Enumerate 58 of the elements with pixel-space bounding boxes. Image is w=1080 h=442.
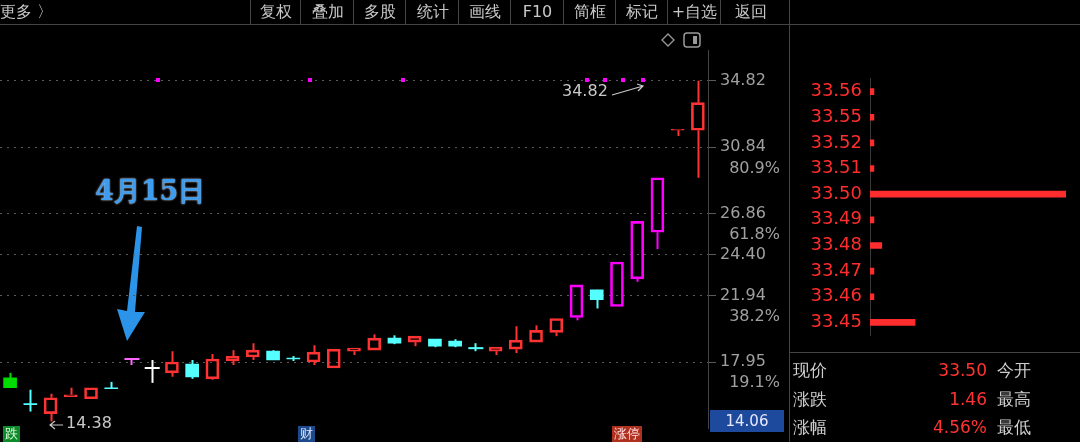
y-tick-label: 33.56	[810, 79, 862, 101]
text: 更多 〉	[0, 1, 54, 23]
bar	[870, 88, 875, 95]
annotation: 14.38	[66, 413, 112, 432]
text: 统计	[405, 0, 459, 24]
y-tick-label: 30.84	[720, 136, 766, 156]
text: 简框	[563, 0, 616, 24]
candlestick	[589, 288, 604, 310]
text: 1.46	[949, 387, 987, 411]
bar	[870, 113, 875, 121]
y-tick-label: 24.40	[720, 243, 766, 263]
text: 4.56%	[932, 416, 987, 439]
bar	[870, 242, 883, 249]
text: +自选	[667, 0, 721, 24]
bar	[870, 165, 875, 172]
text: 现价	[793, 359, 827, 382]
text: 复权	[250, 0, 301, 24]
y-tick-label: 33.46	[810, 284, 862, 306]
annotation: 跌	[3, 426, 20, 442]
annotation: 涨停	[612, 426, 642, 442]
y-tick-label: 17.95	[720, 351, 766, 371]
y-tick-label: 33.48	[810, 233, 862, 255]
y-tick-label: 33.51	[810, 156, 862, 178]
y-tick-label: 33.45	[810, 310, 862, 332]
y2-tick-label: 61.8%	[729, 224, 780, 244]
text: 涨跌	[793, 387, 827, 411]
candlestick	[185, 359, 199, 380]
text: 涨幅	[793, 416, 827, 439]
bar	[870, 190, 1066, 198]
y-tick-label: 26.86	[720, 202, 766, 222]
y-tick-label: 33.55	[810, 104, 862, 126]
text: 画线	[458, 0, 511, 24]
y2-tick-label: 80.9%	[729, 157, 780, 177]
text: 最高	[997, 387, 1031, 411]
annotation: 财	[298, 426, 315, 442]
text: F10	[510, 0, 564, 24]
bar	[870, 319, 916, 326]
text: 14.06	[710, 410, 784, 432]
y-tick-label: 33.49	[810, 207, 862, 229]
y-tick-label: 21.94	[720, 284, 766, 304]
text: 33.50	[938, 359, 987, 382]
text: 多股	[353, 0, 406, 24]
text: 今开	[997, 359, 1031, 382]
annotation: 4月15日	[95, 174, 206, 208]
bar	[870, 216, 875, 224]
candlestick	[23, 388, 38, 413]
text: 最低	[997, 416, 1031, 439]
annotation: 34.82	[562, 81, 608, 100]
bar	[870, 293, 875, 301]
y-tick-label: 33.50	[810, 181, 862, 203]
y2-tick-label: 38.2%	[729, 305, 780, 325]
text: 返回	[720, 0, 781, 24]
y2-tick-label: 19.1%	[729, 371, 780, 391]
y-tick-label: 33.52	[810, 130, 862, 152]
text: 标记	[615, 0, 668, 24]
text: 叠加	[300, 0, 354, 24]
y-tick-label: 34.82	[720, 69, 766, 89]
y-tick-label: 33.47	[810, 258, 862, 280]
